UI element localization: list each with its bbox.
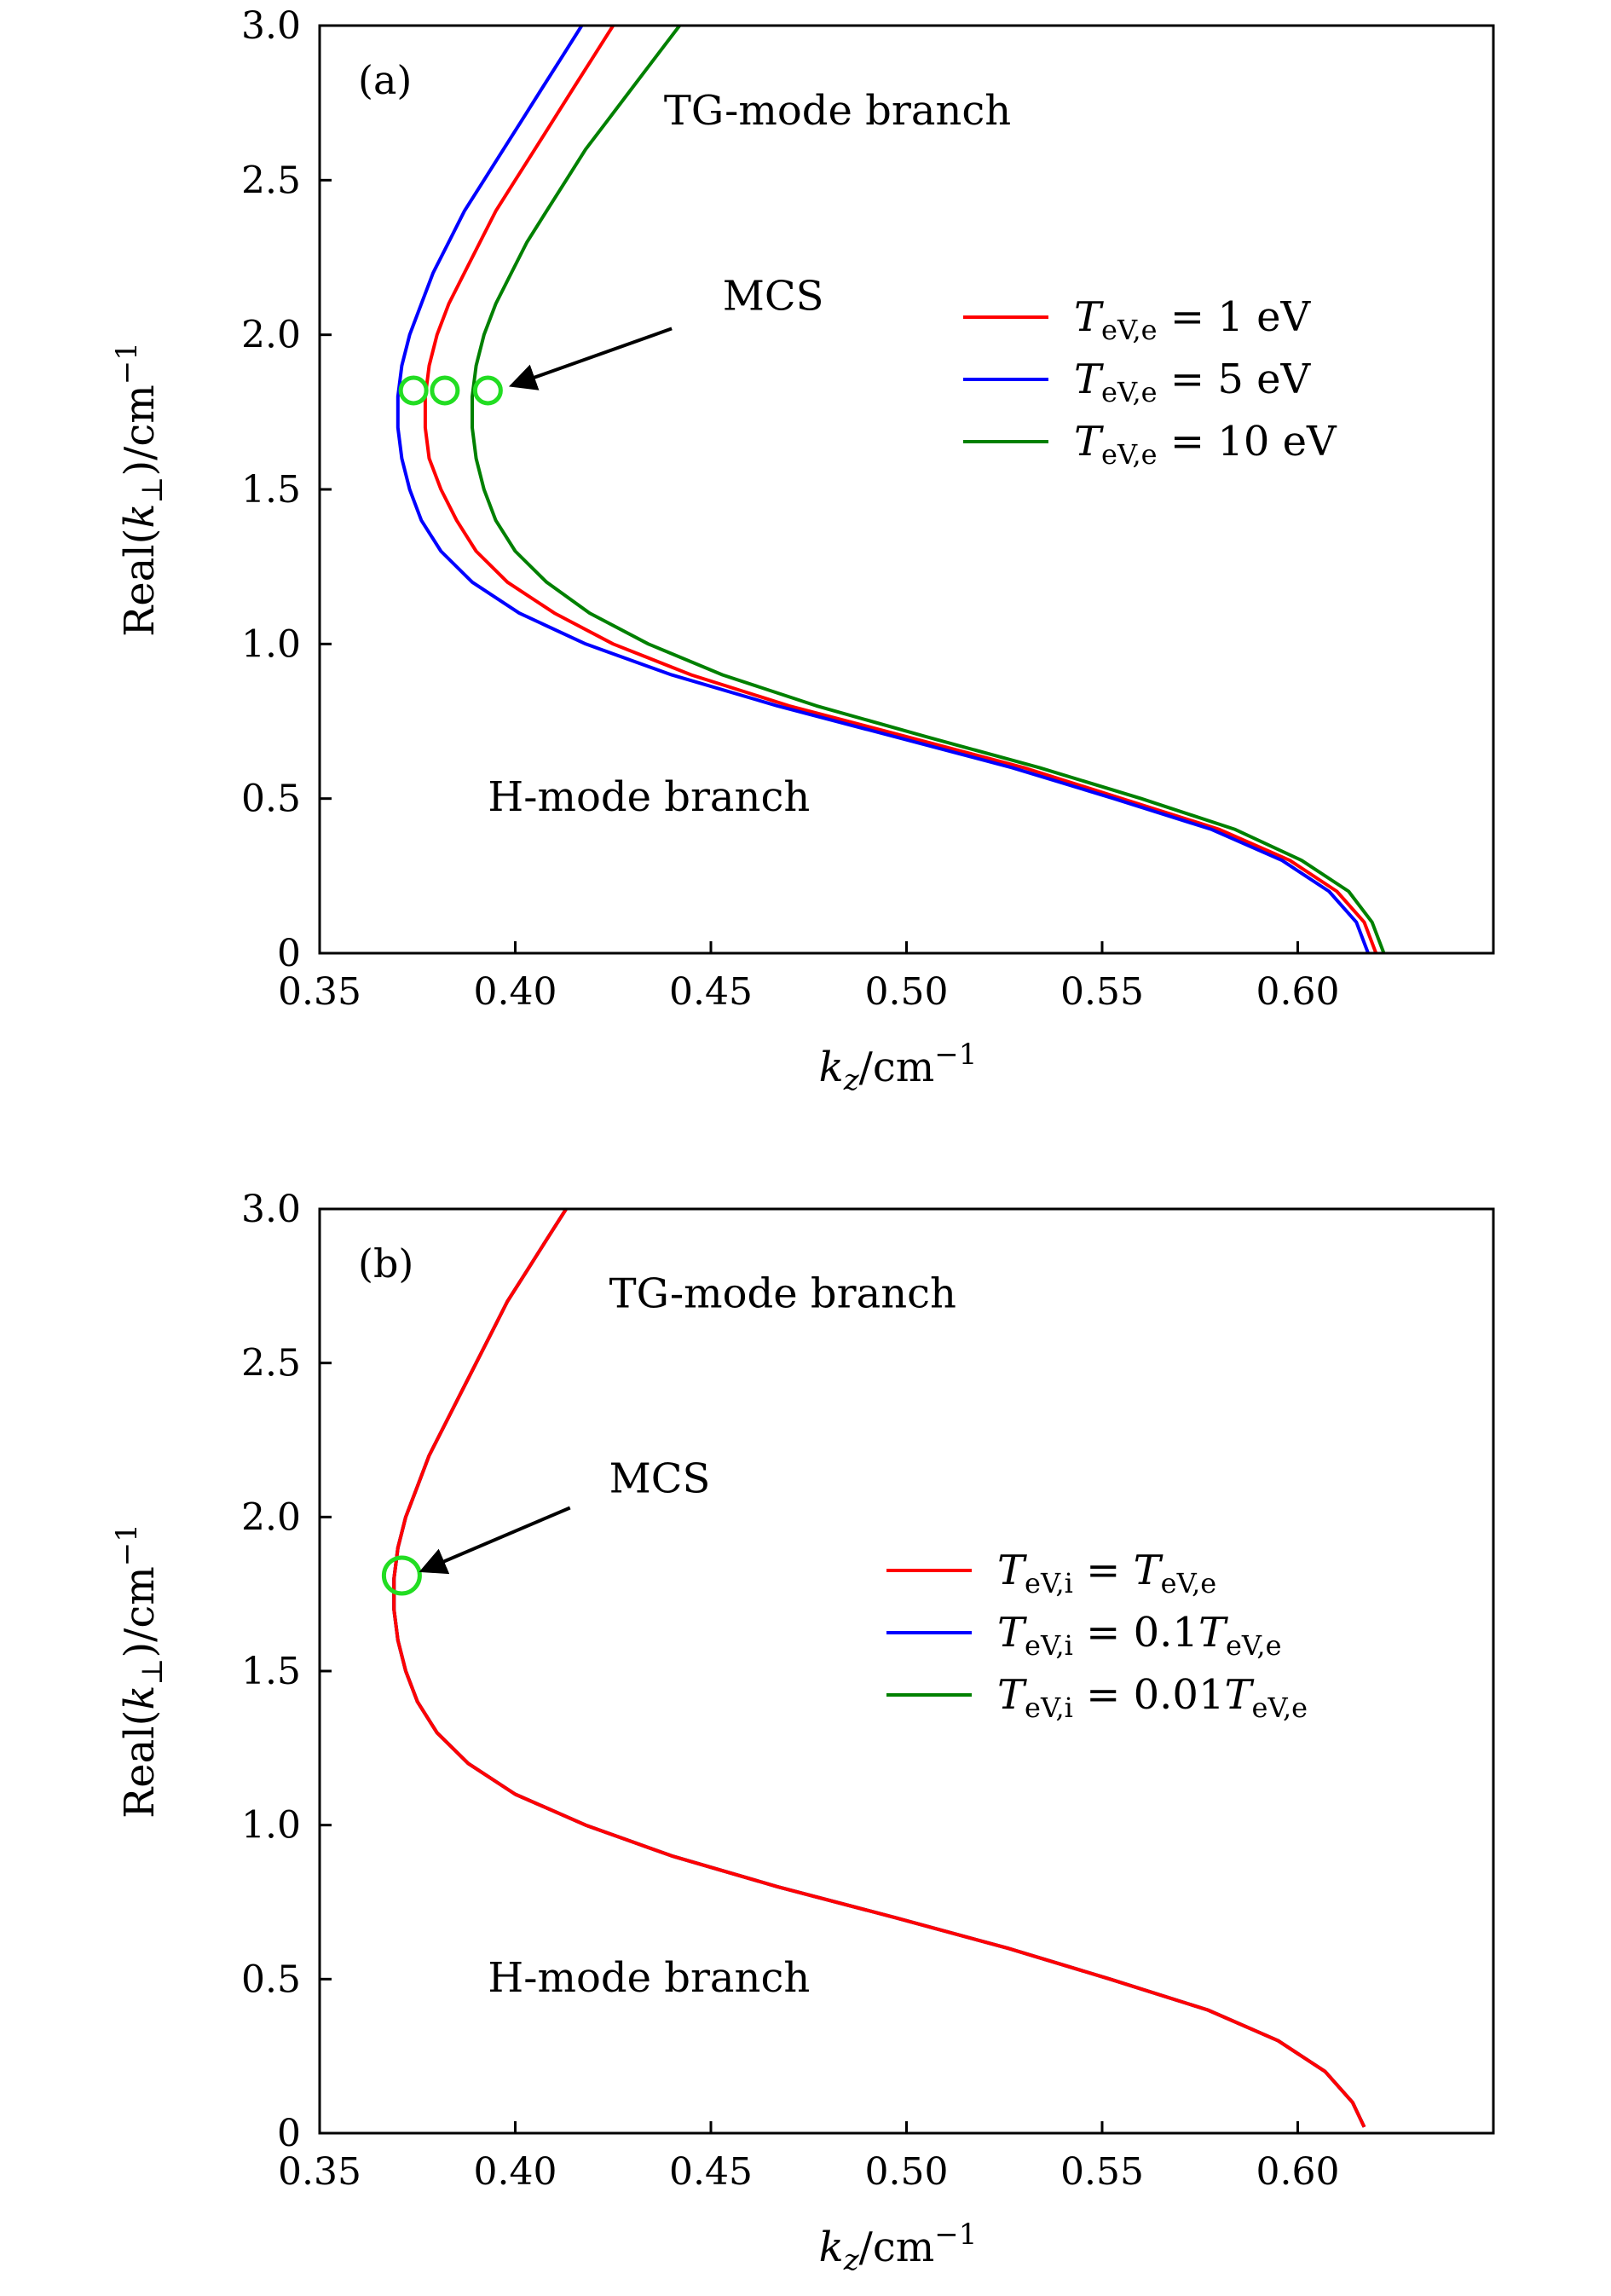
x-axis-title: kz/cm−1 — [819, 2218, 978, 2277]
annotation-1: H-mode branch — [488, 1954, 810, 2002]
y-tick-label: 2.0 — [241, 314, 301, 357]
y-tick-label: 0.5 — [241, 1958, 301, 2001]
x-tick-label: 0.45 — [669, 2150, 753, 2194]
y-tick-label: 3.0 — [241, 1188, 301, 1231]
legend: TeV,e = 1 eV TeV,e = 5 eV TeV,e = 10 eV — [963, 293, 1337, 471]
mcs-marker-0 — [398, 375, 429, 406]
series-line-0 — [392, 1209, 1366, 2128]
y-tick-label: 0 — [277, 932, 301, 975]
panel-a: 0.35 0.40 0.45 0.50 0.55 0.60 0 0.5 1.0 1.5 2.0 2.5… — [110, 4, 1495, 1097]
mcs-arrow — [508, 327, 673, 390]
x-tick-label: 0.60 — [1256, 970, 1340, 1014]
x-axis-title: kz/cm−1 — [819, 1038, 978, 1097]
x-tick-label: 0.55 — [1060, 970, 1144, 1014]
x-tick-label: 0.50 — [865, 2150, 949, 2194]
y-tick-label: 1.5 — [241, 468, 301, 512]
y-axis-title: Real(k⊥)/cm−1 — [110, 1524, 170, 1819]
legend-label-1: TeV,e = 5 eV — [1074, 356, 1312, 408]
legend-label-2: TeV,i = 0.01TeV,e — [997, 1671, 1308, 1724]
series-line-1 — [396, 26, 1370, 953]
mcs-marker-0 — [381, 1555, 422, 1596]
annotation-1: H-mode branch — [488, 773, 810, 821]
y-tick-label: 1.0 — [241, 1804, 301, 1848]
annotation-2: MCS — [723, 273, 824, 321]
x-tick-label: 0.35 — [278, 970, 361, 1014]
series-line-2 — [471, 26, 1386, 953]
mcs-arrow — [419, 1506, 571, 1575]
annotation-0: TG-mode branch — [664, 87, 1011, 135]
panel-b: 0.35 0.40 0.45 0.50 0.55 0.60 0 0.5 1.0 1.5 2.0 2.5… — [110, 1188, 1495, 2277]
legend-label-0: TeV,i = TeV,e — [997, 1547, 1216, 1599]
x-tick-label: 0.50 — [865, 970, 949, 1014]
y-tick-label: 2.5 — [241, 1342, 301, 1385]
mcs-marker-1 — [430, 375, 460, 406]
y-tick-label: 0 — [277, 2112, 301, 2155]
y-tick-label: 0.5 — [241, 778, 301, 821]
panel-label: (a) — [358, 57, 412, 103]
legend-label-2: TeV,e = 10 eV — [1074, 418, 1337, 471]
y-tick-label: 2.0 — [241, 1495, 301, 1539]
legend-label-1: TeV,i = 0.1TeV,e — [997, 1609, 1282, 1662]
panel-label: (b) — [358, 1241, 413, 1287]
mcs-marker-2 — [472, 375, 503, 406]
x-tick-label: 0.40 — [474, 970, 557, 1014]
x-tick-label: 0.45 — [669, 970, 753, 1014]
y-axis-title: Real(k⊥)/cm−1 — [110, 342, 170, 637]
y-tick-label: 1.0 — [241, 622, 301, 666]
annotation-0: TG-mode branch — [609, 1270, 956, 1318]
annotation-2: MCS — [609, 1455, 711, 1502]
y-tick-label: 2.5 — [241, 159, 301, 202]
legend-label-0: TeV,e = 1 eV — [1074, 293, 1312, 346]
x-tick-label: 0.35 — [278, 2150, 361, 2194]
series-line-0 — [423, 26, 1378, 953]
legend: TeV,i = TeV,e TeV,i = 0.1TeV,e TeV,i = 0.0… — [886, 1547, 1308, 1724]
x-tick-label: 0.60 — [1256, 2150, 1340, 2194]
x-tick-label: 0.55 — [1060, 2150, 1144, 2194]
y-tick-label: 1.5 — [241, 1650, 301, 1693]
x-tick-label: 0.40 — [474, 2150, 557, 2194]
y-tick-label: 3.0 — [241, 4, 301, 48]
